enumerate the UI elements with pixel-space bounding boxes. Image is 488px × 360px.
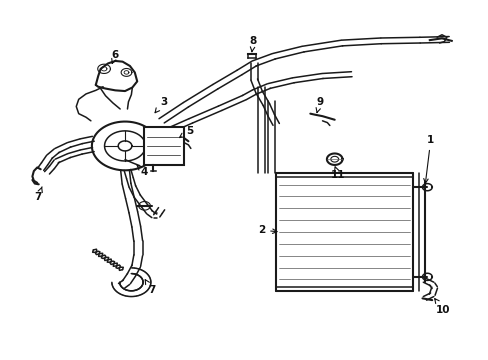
Text: 3: 3 [155, 97, 167, 113]
Text: 1: 1 [423, 135, 433, 183]
Text: 9: 9 [315, 97, 323, 113]
Text: 11: 11 [330, 167, 345, 180]
FancyBboxPatch shape [143, 127, 183, 165]
Text: 4: 4 [137, 165, 148, 177]
Text: 10: 10 [434, 299, 450, 315]
Text: 8: 8 [249, 36, 256, 52]
Text: 7: 7 [145, 280, 155, 296]
Text: 5: 5 [179, 126, 193, 138]
Text: 7: 7 [35, 187, 42, 202]
Text: 6: 6 [111, 50, 119, 63]
Text: 2: 2 [257, 225, 277, 235]
